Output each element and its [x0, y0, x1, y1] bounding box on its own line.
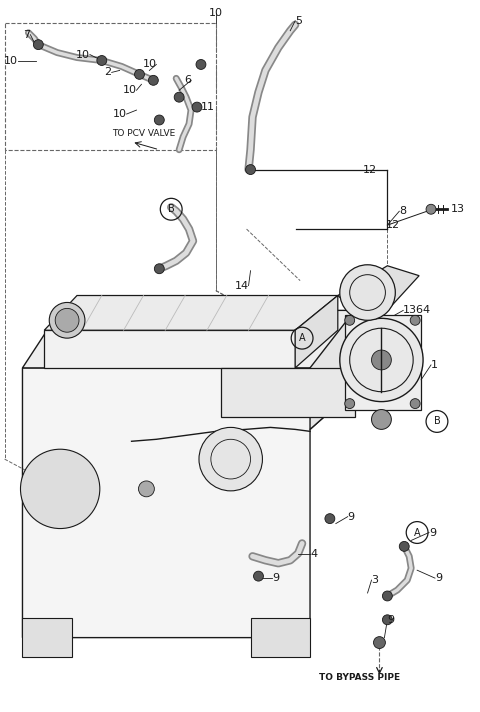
Text: 9: 9 — [272, 573, 279, 583]
Polygon shape — [44, 330, 295, 368]
Polygon shape — [23, 310, 355, 368]
Circle shape — [134, 70, 144, 79]
Text: 8: 8 — [399, 206, 407, 216]
Circle shape — [372, 409, 391, 429]
Circle shape — [55, 308, 79, 333]
Text: 10: 10 — [122, 85, 136, 95]
Polygon shape — [345, 315, 421, 409]
Circle shape — [426, 204, 436, 214]
Text: 10: 10 — [209, 8, 223, 18]
Circle shape — [21, 449, 100, 528]
Circle shape — [340, 318, 423, 402]
Polygon shape — [295, 295, 338, 368]
Text: 14: 14 — [234, 281, 249, 290]
Circle shape — [196, 60, 206, 70]
Text: 10: 10 — [3, 56, 17, 66]
Circle shape — [174, 93, 184, 102]
Text: 9: 9 — [387, 614, 395, 624]
Polygon shape — [310, 310, 355, 429]
Circle shape — [340, 265, 396, 320]
Text: B: B — [433, 417, 440, 426]
Text: 13: 13 — [451, 204, 465, 214]
Text: 7: 7 — [23, 30, 30, 40]
Circle shape — [345, 399, 355, 409]
Circle shape — [97, 56, 107, 66]
Circle shape — [192, 102, 202, 112]
Circle shape — [373, 637, 385, 649]
Circle shape — [410, 399, 420, 409]
Circle shape — [34, 40, 43, 50]
Text: 4: 4 — [310, 550, 317, 560]
Circle shape — [399, 541, 409, 551]
Text: TO PCV VALVE: TO PCV VALVE — [112, 130, 175, 138]
Polygon shape — [44, 295, 338, 330]
Circle shape — [345, 315, 355, 325]
Text: 1364: 1364 — [403, 305, 432, 315]
Text: 12: 12 — [362, 164, 377, 174]
Circle shape — [372, 350, 391, 370]
Polygon shape — [23, 618, 72, 657]
Text: TO BYPASS PIPE: TO BYPASS PIPE — [319, 673, 400, 682]
Text: 6: 6 — [184, 75, 191, 85]
Circle shape — [383, 591, 392, 601]
Text: A: A — [299, 333, 305, 343]
Circle shape — [325, 513, 335, 523]
Text: 9: 9 — [435, 573, 442, 583]
Polygon shape — [338, 266, 419, 310]
Polygon shape — [221, 368, 355, 417]
Text: 1: 1 — [431, 360, 438, 370]
Circle shape — [383, 614, 392, 624]
Polygon shape — [251, 618, 310, 657]
Text: 10: 10 — [143, 60, 156, 70]
Circle shape — [199, 427, 263, 491]
Text: 10: 10 — [113, 109, 127, 119]
Circle shape — [253, 571, 264, 581]
Circle shape — [49, 303, 85, 338]
Polygon shape — [23, 368, 355, 638]
Text: 12: 12 — [385, 220, 399, 230]
Circle shape — [155, 263, 164, 273]
Circle shape — [148, 75, 158, 85]
Text: B: B — [168, 204, 175, 214]
Circle shape — [155, 115, 164, 125]
Text: A: A — [414, 528, 420, 538]
Text: 9: 9 — [348, 512, 355, 522]
Text: 11: 11 — [201, 102, 215, 112]
Text: 10: 10 — [76, 50, 90, 60]
Text: 2: 2 — [105, 68, 112, 78]
Circle shape — [139, 481, 155, 497]
Text: 9: 9 — [429, 528, 436, 538]
Circle shape — [246, 164, 255, 174]
Text: 5: 5 — [295, 16, 302, 26]
Circle shape — [410, 315, 420, 325]
Text: 3: 3 — [372, 575, 379, 585]
